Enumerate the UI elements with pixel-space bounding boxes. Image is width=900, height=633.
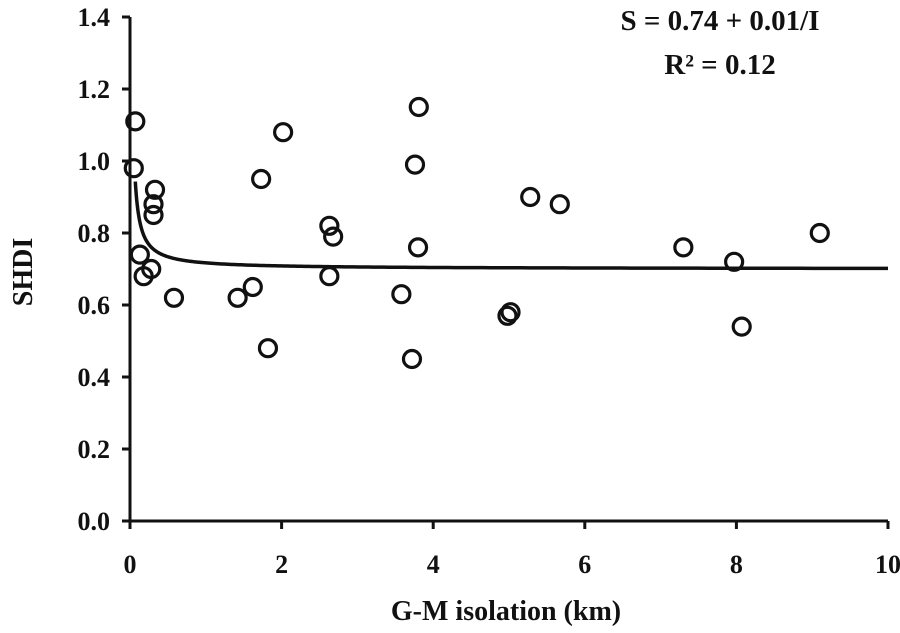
- x-tick-label: 2: [275, 550, 288, 579]
- data-point: [319, 266, 340, 287]
- data-point: [251, 168, 272, 190]
- data-point: [143, 194, 164, 215]
- y-axis-ticks: 0.0 0.2 0.4 0.6 0.8 1.0 1.2 1.4: [78, 3, 130, 536]
- data-point: [257, 338, 279, 359]
- x-tick-label: 4: [427, 550, 440, 579]
- y-tick-label: 0.4: [78, 363, 111, 392]
- data-point: [404, 154, 426, 175]
- data-point: [809, 222, 830, 244]
- x-axis-ticks: 0 2 4 6 8 10: [124, 521, 900, 579]
- data-point: [227, 287, 248, 308]
- x-tick-label: 0: [124, 550, 137, 579]
- y-tick-label: 0.2: [78, 435, 111, 464]
- data-point: [143, 204, 164, 226]
- data-point: [520, 186, 541, 208]
- r-squared-annotation: R² = 0.12: [664, 49, 775, 81]
- y-tick-label: 0.0: [78, 507, 111, 536]
- data-point: [731, 316, 752, 337]
- data-point: [724, 251, 745, 272]
- data-point: [144, 179, 166, 200]
- data-point: [500, 302, 521, 323]
- data-points: [123, 96, 830, 370]
- data-point: [407, 237, 429, 258]
- data-point: [125, 111, 146, 132]
- y-axis-title: SHDI: [8, 238, 39, 306]
- x-tick-label: 6: [578, 550, 591, 579]
- data-point: [323, 226, 344, 247]
- x-axis-title: G-M isolation (km): [391, 596, 621, 627]
- data-point: [408, 96, 429, 118]
- data-point: [497, 305, 518, 326]
- y-tick-label: 0.8: [78, 219, 111, 248]
- x-tick-label: 8: [730, 550, 743, 579]
- y-tick-label: 1.0: [78, 147, 111, 176]
- data-point: [673, 237, 694, 258]
- data-point: [242, 276, 263, 298]
- data-point: [273, 122, 294, 143]
- data-point: [141, 258, 162, 280]
- data-point: [163, 287, 185, 308]
- data-point: [549, 194, 570, 215]
- y-tick-label: 1.4: [78, 3, 111, 32]
- y-tick-label: 1.2: [78, 75, 111, 104]
- fit-curve: [133, 181, 889, 271]
- equation-annotation: S = 0.74 + 0.01/I: [620, 5, 819, 37]
- x-tick-label: 10: [875, 550, 900, 579]
- data-point: [401, 348, 423, 370]
- data-point: [129, 244, 150, 265]
- y-tick-label: 0.6: [78, 291, 111, 320]
- data-point: [123, 158, 144, 179]
- data-point: [391, 284, 412, 305]
- data-point: [319, 215, 340, 236]
